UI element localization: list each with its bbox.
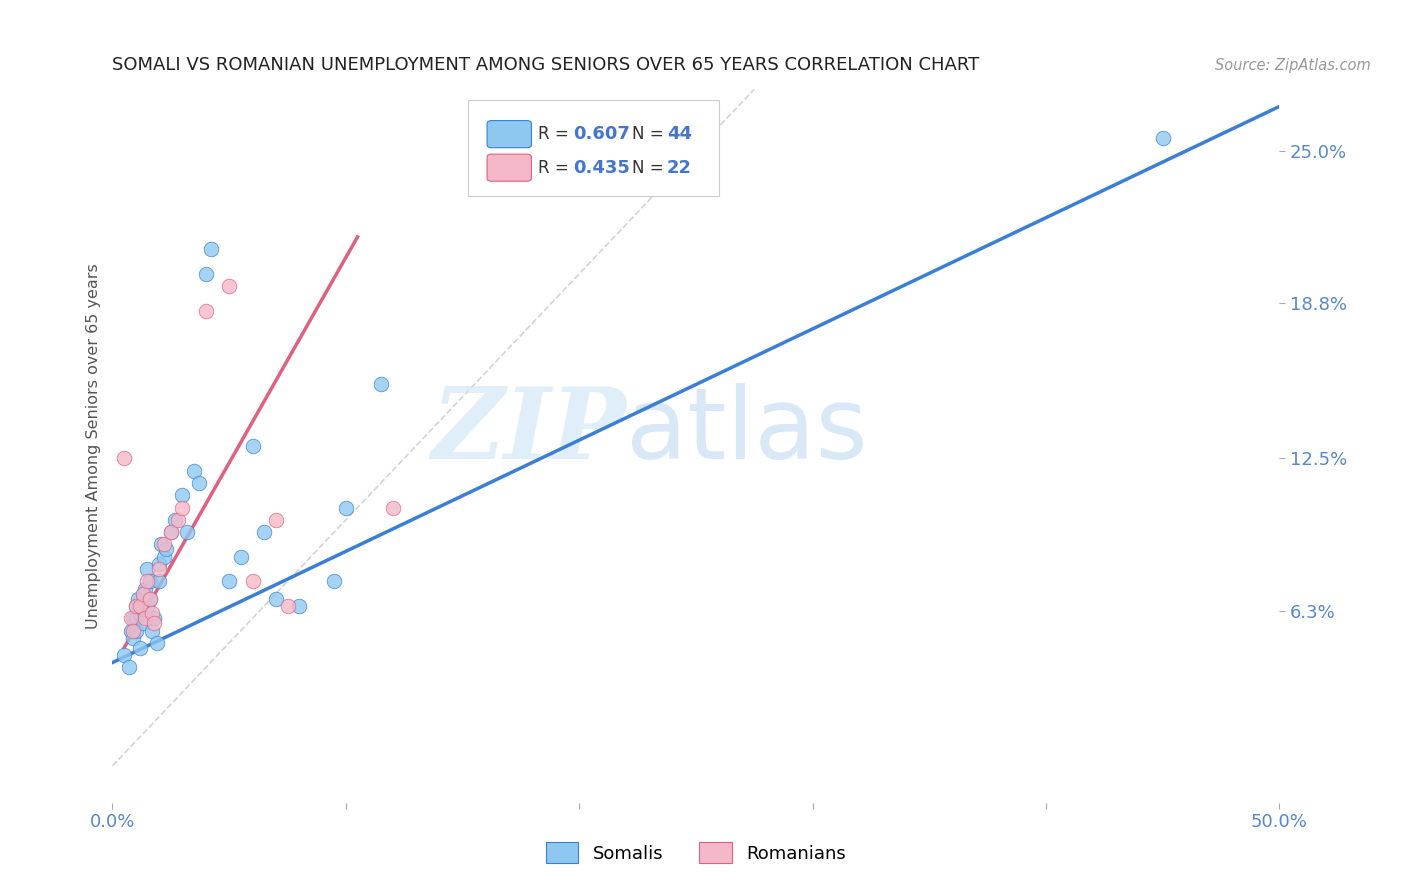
Point bbox=[148, 557, 170, 571]
Text: R =: R = bbox=[538, 125, 575, 143]
Point bbox=[242, 439, 264, 453]
Point bbox=[160, 525, 183, 540]
Point bbox=[139, 591, 162, 606]
Text: 44: 44 bbox=[666, 125, 692, 143]
Point bbox=[150, 537, 173, 551]
Point bbox=[218, 574, 240, 589]
Point bbox=[141, 607, 163, 621]
Point bbox=[122, 611, 145, 625]
Point bbox=[127, 591, 149, 606]
Point bbox=[125, 599, 148, 613]
Point bbox=[136, 599, 159, 613]
Point bbox=[132, 587, 155, 601]
Point bbox=[200, 242, 222, 256]
Point bbox=[176, 525, 198, 540]
Point bbox=[165, 513, 187, 527]
Point bbox=[146, 636, 169, 650]
Point bbox=[122, 624, 145, 638]
Point bbox=[132, 587, 155, 601]
Point bbox=[153, 549, 176, 564]
FancyBboxPatch shape bbox=[486, 154, 531, 181]
Point bbox=[253, 525, 276, 540]
Point bbox=[139, 574, 162, 589]
Point bbox=[148, 562, 170, 576]
Point bbox=[218, 279, 240, 293]
Point bbox=[134, 582, 156, 596]
Point bbox=[172, 500, 194, 515]
Point bbox=[323, 574, 346, 589]
Point bbox=[335, 500, 357, 515]
Point bbox=[183, 464, 205, 478]
Text: ZIP: ZIP bbox=[432, 384, 626, 480]
Point bbox=[120, 624, 142, 638]
Point bbox=[276, 599, 298, 613]
Point bbox=[112, 648, 135, 662]
Point bbox=[288, 599, 311, 613]
Text: N =: N = bbox=[631, 125, 669, 143]
Point bbox=[134, 611, 156, 625]
Point bbox=[112, 451, 135, 466]
Point bbox=[242, 574, 264, 589]
Point bbox=[129, 599, 152, 613]
Point bbox=[129, 640, 152, 655]
Text: atlas: atlas bbox=[626, 384, 868, 480]
Point bbox=[125, 599, 148, 613]
Text: 22: 22 bbox=[666, 159, 692, 177]
Point bbox=[136, 574, 159, 589]
Point bbox=[125, 611, 148, 625]
Point bbox=[187, 475, 209, 490]
Y-axis label: Unemployment Among Seniors over 65 years: Unemployment Among Seniors over 65 years bbox=[86, 263, 101, 629]
Point bbox=[264, 513, 287, 527]
Point bbox=[136, 562, 159, 576]
Text: Source: ZipAtlas.com: Source: ZipAtlas.com bbox=[1215, 58, 1371, 73]
Point bbox=[153, 537, 176, 551]
Point bbox=[1152, 131, 1174, 145]
Point bbox=[229, 549, 252, 564]
Text: N =: N = bbox=[631, 159, 669, 177]
FancyBboxPatch shape bbox=[468, 100, 720, 196]
Point bbox=[155, 542, 177, 557]
Text: 0.607: 0.607 bbox=[574, 125, 630, 143]
Point bbox=[132, 616, 155, 631]
Point bbox=[194, 267, 217, 281]
Point bbox=[194, 303, 217, 318]
Point bbox=[122, 631, 145, 645]
Text: SOMALI VS ROMANIAN UNEMPLOYMENT AMONG SENIORS OVER 65 YEARS CORRELATION CHART: SOMALI VS ROMANIAN UNEMPLOYMENT AMONG SE… bbox=[112, 56, 980, 74]
Point bbox=[148, 574, 170, 589]
Point bbox=[118, 660, 141, 674]
Point bbox=[166, 513, 188, 527]
Point bbox=[125, 624, 148, 638]
Point bbox=[120, 611, 142, 625]
Text: R =: R = bbox=[538, 159, 575, 177]
Point bbox=[143, 611, 166, 625]
Point bbox=[139, 591, 162, 606]
Point bbox=[129, 607, 152, 621]
Text: 0.435: 0.435 bbox=[574, 159, 630, 177]
FancyBboxPatch shape bbox=[486, 120, 531, 148]
Point bbox=[381, 500, 404, 515]
Point bbox=[370, 377, 392, 392]
Point bbox=[160, 525, 183, 540]
Point bbox=[172, 488, 194, 502]
Point bbox=[264, 591, 287, 606]
Legend: Somalis, Romanians: Somalis, Romanians bbox=[537, 833, 855, 872]
Point bbox=[143, 616, 166, 631]
Point bbox=[141, 624, 163, 638]
